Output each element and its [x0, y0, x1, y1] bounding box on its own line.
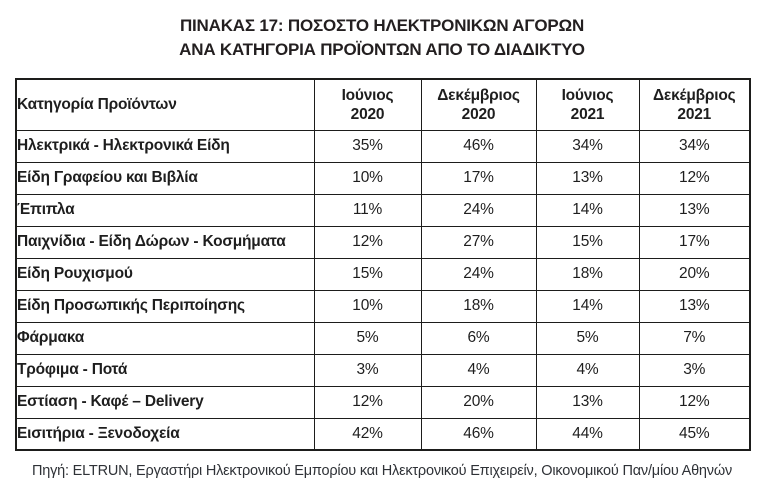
cell-value: 13% — [535, 385, 640, 419]
table-row: Έπιπλα 11% 24% 14% 13% — [15, 193, 751, 227]
table-row: Παιχνίδια - Είδη Δώρων - Κοσμήματα 12% 2… — [15, 225, 751, 259]
row-category: Ηλεκτρικά - Ηλεκτρονικά Είδη — [15, 129, 315, 163]
cell-value: 45% — [638, 417, 751, 451]
row-category: Εισιτήρια - Ξενοδοχεία — [15, 417, 315, 451]
cell-value: 10% — [313, 289, 422, 323]
cell-value: 46% — [420, 129, 537, 163]
cell-value: 13% — [638, 289, 751, 323]
cell-value: 35% — [313, 129, 422, 163]
cell-value: 17% — [420, 161, 537, 195]
cell-value: 12% — [638, 161, 751, 195]
row-category: Τρόφιμα - Ποτά — [15, 353, 315, 387]
row-category: Εστίαση - Καφέ – Delivery — [15, 385, 315, 419]
cell-value: 5% — [313, 321, 422, 355]
cell-value: 34% — [638, 129, 751, 163]
cell-value: 24% — [420, 193, 537, 227]
table-row: Φάρμακα 5% 6% 5% 7% — [15, 321, 751, 355]
cell-value: 34% — [535, 129, 640, 163]
page-title-line1: ΠΙΝΑΚΑΣ 17: ΠΟΣΟΣΤΟ ΗΛΕΚΤΡΟΝΙΚΩΝ ΑΓΟΡΩΝ — [179, 16, 585, 35]
cell-value: 4% — [535, 353, 640, 387]
row-category: Φάρμακα — [15, 321, 315, 355]
row-category: Είδη Ρουχισμού — [15, 257, 315, 291]
data-table: Κατηγορία Προϊόντων Ιούνιος 2020 Δεκέμβρ… — [15, 78, 751, 451]
cell-value: 14% — [535, 193, 640, 227]
cell-value: 11% — [313, 193, 422, 227]
cell-value: 27% — [420, 225, 537, 259]
header-june-2021: Ιούνιος 2021 — [535, 78, 640, 131]
table-row: Εστίαση - Καφέ – Delivery 12% 20% 13% 12… — [15, 385, 751, 419]
cell-value: 12% — [313, 385, 422, 419]
cell-value: 3% — [313, 353, 422, 387]
table-row: Τρόφιμα - Ποτά 3% 4% 4% 3% — [15, 353, 751, 387]
table-row: Είδη Ρουχισμού 15% 24% 18% 20% — [15, 257, 751, 291]
row-category: Είδη Γραφείου και Βιβλία — [15, 161, 315, 195]
header-category: Κατηγορία Προϊόντων — [15, 78, 315, 131]
table-row: Εισιτήρια - Ξενοδοχεία 42% 46% 44% 45% — [15, 417, 751, 451]
cell-value: 10% — [313, 161, 422, 195]
cell-value: 20% — [638, 257, 751, 291]
header-december-2021: Δεκέμβριος 2021 — [638, 78, 751, 131]
cell-value: 18% — [535, 257, 640, 291]
cell-value: 20% — [420, 385, 537, 419]
cell-value: 6% — [420, 321, 537, 355]
table-row: Ηλεκτρικά - Ηλεκτρονικά Είδη 35% 46% 34%… — [15, 129, 751, 163]
cell-value: 7% — [638, 321, 751, 355]
page-title: ΠΙΝΑΚΑΣ 17: ΠΟΣΟΣΤΟ ΗΛΕΚΤΡΟΝΙΚΩΝ ΑΓΟΡΩΝ … — [0, 14, 764, 62]
cell-value: 15% — [535, 225, 640, 259]
cell-value: 3% — [638, 353, 751, 387]
cell-value: 13% — [638, 193, 751, 227]
cell-value: 42% — [313, 417, 422, 451]
header-june-2020: Ιούνιος 2020 — [313, 78, 422, 131]
source-note: Πηγή: ELTRUN, Εργαστήρι Ηλεκτρονικού Εμπ… — [31, 463, 733, 479]
table-row: Είδη Προσωπικής Περιποίησης 10% 18% 14% … — [15, 289, 751, 323]
table-row: Είδη Γραφείου και Βιβλία 10% 17% 13% 12% — [15, 161, 751, 195]
cell-value: 46% — [420, 417, 537, 451]
cell-value: 12% — [313, 225, 422, 259]
cell-value: 15% — [313, 257, 422, 291]
table-header-row: Κατηγορία Προϊόντων Ιούνιος 2020 Δεκέμβρ… — [15, 78, 751, 131]
cell-value: 5% — [535, 321, 640, 355]
cell-value: 24% — [420, 257, 537, 291]
cell-value: 17% — [638, 225, 751, 259]
cell-value: 44% — [535, 417, 640, 451]
page-title-line2: ΑΝΑ ΚΑΤΗΓΟΡΙΑ ΠΡΟΪΟΝΤΩΝ ΑΠΟ ΤΟ ΔΙΑΔΙΚΤΥΟ — [179, 40, 585, 59]
cell-value: 13% — [535, 161, 640, 195]
cell-value: 14% — [535, 289, 640, 323]
row-category: Είδη Προσωπικής Περιποίησης — [15, 289, 315, 323]
cell-value: 4% — [420, 353, 537, 387]
cell-value: 18% — [420, 289, 537, 323]
header-december-2020: Δεκέμβριος 2020 — [420, 78, 537, 131]
row-category: Παιχνίδια - Είδη Δώρων - Κοσμήματα — [15, 225, 315, 259]
cell-value: 12% — [638, 385, 751, 419]
row-category: Έπιπλα — [15, 193, 315, 227]
